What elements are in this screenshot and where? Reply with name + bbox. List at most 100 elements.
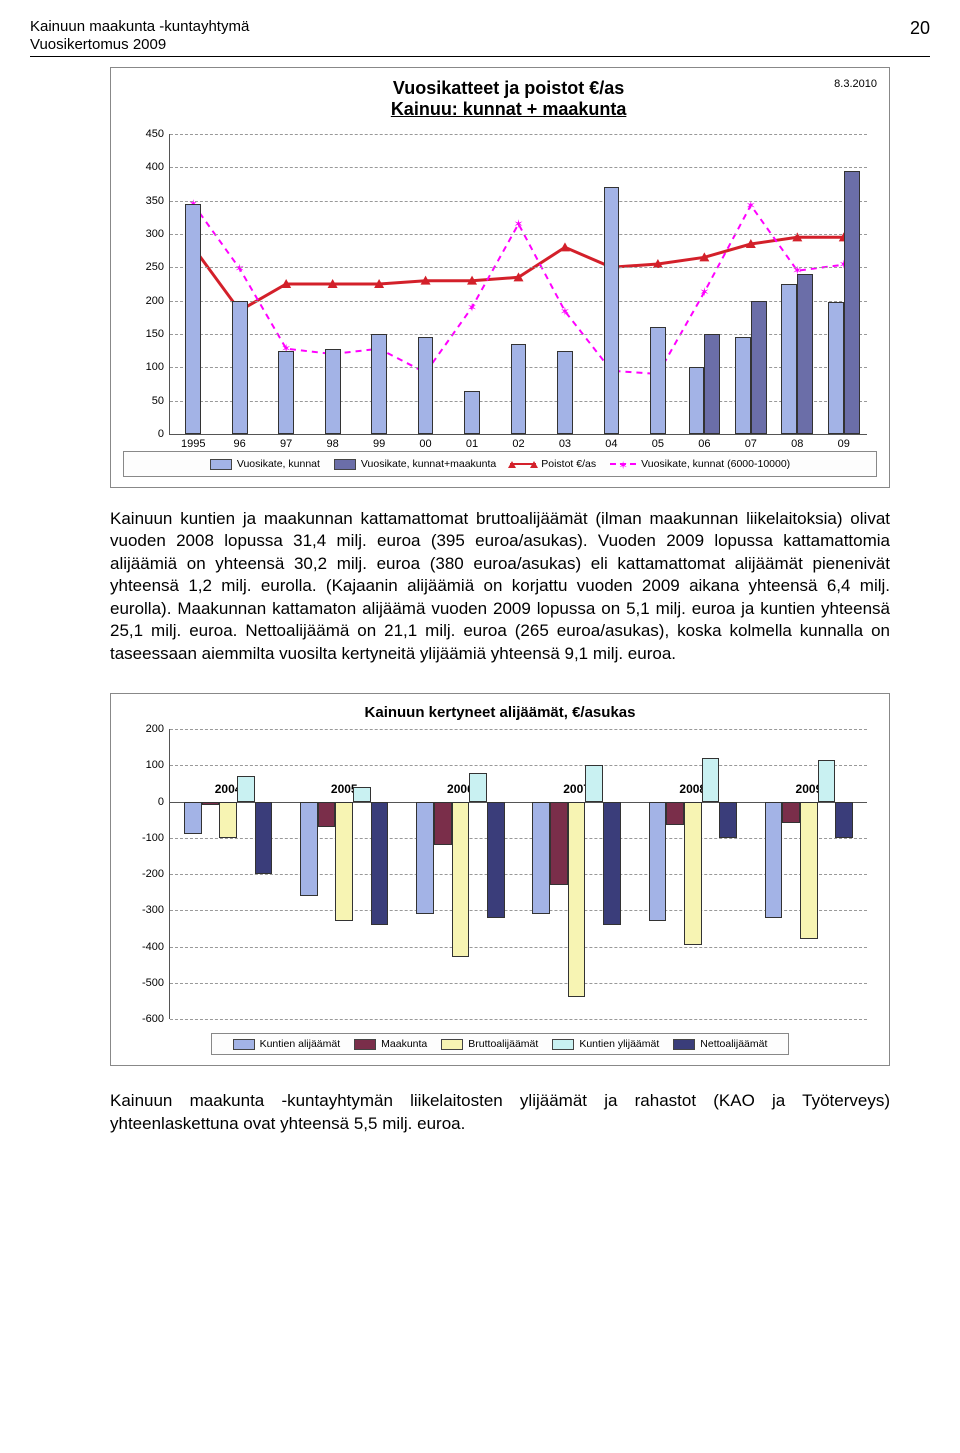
bar-series1 [232, 301, 248, 434]
bar-series [719, 802, 737, 838]
bar-series1 [781, 284, 797, 434]
y-axis-label: -200 [142, 868, 164, 880]
y-axis-label: 100 [146, 759, 164, 771]
x-axis-label: 97 [280, 438, 292, 450]
chart1-title-line1: Vuosikatteet ja poistot €/as [183, 78, 834, 99]
chart1-title-line2: Kainuu: kunnat + maakunta [183, 99, 834, 120]
header-left: Kainuun maakunta -kuntayhtymä Vuosikerto… [30, 18, 249, 54]
paragraph-2: Kainuun maakunta -kuntayhtymän liikelait… [110, 1090, 890, 1135]
chart1-title: Vuosikatteet ja poistot €/as Kainuu: kun… [183, 78, 834, 120]
bar-series1 [828, 302, 844, 434]
grid-line [170, 1019, 867, 1020]
chart1-date: 8.3.2010 [834, 78, 877, 90]
bar-group: 00 [402, 134, 448, 434]
bar-series [666, 802, 684, 826]
y-axis-label: 450 [146, 128, 164, 140]
bar-series1 [557, 351, 573, 434]
swatch [673, 1039, 695, 1050]
bar-series1 [418, 337, 434, 434]
bar-series [371, 802, 389, 925]
x-axis-label: 05 [652, 438, 664, 450]
bar-series1 [464, 391, 480, 434]
legend-item: Vuosikate, kunnat [210, 458, 320, 470]
bar-series2 [704, 334, 720, 434]
x-axis-label: 04 [605, 438, 617, 450]
bar-series [684, 802, 702, 945]
swatch [552, 1039, 574, 1050]
bar-group: 97 [263, 134, 309, 434]
y-axis-label: -400 [142, 941, 164, 953]
grid-line [170, 765, 867, 766]
x-axis-label: 03 [559, 438, 571, 450]
y-axis-label: 400 [146, 161, 164, 173]
bar-series1 [650, 327, 666, 434]
y-axis-label: 50 [152, 395, 164, 407]
swatch [354, 1039, 376, 1050]
legend-label: Vuosikate, kunnat [237, 458, 320, 470]
legend-label: Poistot €/as [541, 458, 596, 470]
bar-series [202, 802, 220, 806]
bar-series [318, 802, 336, 827]
bar-series [184, 802, 202, 835]
zero-line [170, 802, 867, 803]
bar-group: 98 [309, 134, 355, 434]
bar-series [702, 758, 720, 802]
y-axis-label: -500 [142, 977, 164, 989]
bar-series1 [371, 334, 387, 434]
bar-series1 [325, 349, 341, 434]
bar-series1 [511, 344, 527, 434]
legend-item: Bruttoalijäämät [441, 1038, 538, 1050]
bar-series [765, 802, 783, 918]
bar-group: 02 [495, 134, 541, 434]
bar-series [300, 802, 318, 896]
grid-line [170, 838, 867, 839]
x-axis-label: 01 [466, 438, 478, 450]
bar-series [416, 802, 434, 914]
y-axis-label: 100 [146, 361, 164, 373]
y-axis-label: 200 [146, 295, 164, 307]
bar-series [585, 765, 603, 801]
swatch-line-red [510, 463, 536, 465]
bar-series1 [278, 351, 294, 434]
legend-label: Nettoalijäämät [700, 1038, 767, 1050]
bar-series [818, 760, 836, 802]
chart2-title: Kainuun kertyneet alijäämät, €/asukas [123, 704, 877, 721]
y-axis-label: 300 [146, 228, 164, 240]
swatch-bar2 [334, 459, 356, 470]
bar-series [603, 802, 621, 925]
x-axis-label: 02 [512, 438, 524, 450]
swatch-bar1 [210, 459, 232, 470]
bar-group: 01 [449, 134, 495, 434]
bar-series [800, 802, 818, 940]
chart1-title-row: Vuosikatteet ja poistot €/as Kainuu: kun… [123, 78, 877, 120]
x-axis-label: 1995 [181, 438, 205, 450]
bar-group: 08 [774, 134, 820, 434]
report-name: Vuosikertomus 2009 [30, 36, 249, 54]
bar-group: 05 [635, 134, 681, 434]
legend-item: Kuntien ylijäämät [552, 1038, 659, 1050]
y-axis-label: -600 [142, 1013, 164, 1025]
bar-series [649, 802, 667, 922]
bar-series [532, 802, 550, 914]
x-axis-label: 00 [419, 438, 431, 450]
bar-group: 07 [728, 134, 774, 434]
bar-group: 03 [542, 134, 588, 434]
bar-series [550, 802, 568, 885]
swatch [441, 1039, 463, 1050]
legend-item: Maakunta [354, 1038, 427, 1050]
legend-item: Kuntien alijäämät [233, 1038, 341, 1050]
legend-label: Vuosikate, kunnat (6000-10000) [641, 458, 790, 470]
bar-series [568, 802, 586, 998]
legend-label: Kuntien alijäämät [260, 1038, 341, 1050]
bar-group: 06 [681, 134, 727, 434]
page: Kainuun maakunta -kuntayhtymä Vuosikerto… [0, 0, 960, 1175]
x-axis-label: 07 [745, 438, 757, 450]
bar-group: 96 [216, 134, 262, 434]
y-axis-label: 200 [146, 723, 164, 735]
y-axis-label: -300 [142, 904, 164, 916]
legend-label: Kuntien ylijäämät [579, 1038, 659, 1050]
bar-series [353, 787, 371, 802]
x-axis-label: 09 [838, 438, 850, 450]
legend-item: Poistot €/as [510, 458, 596, 470]
swatch-line-pink: ✶ [610, 463, 636, 465]
